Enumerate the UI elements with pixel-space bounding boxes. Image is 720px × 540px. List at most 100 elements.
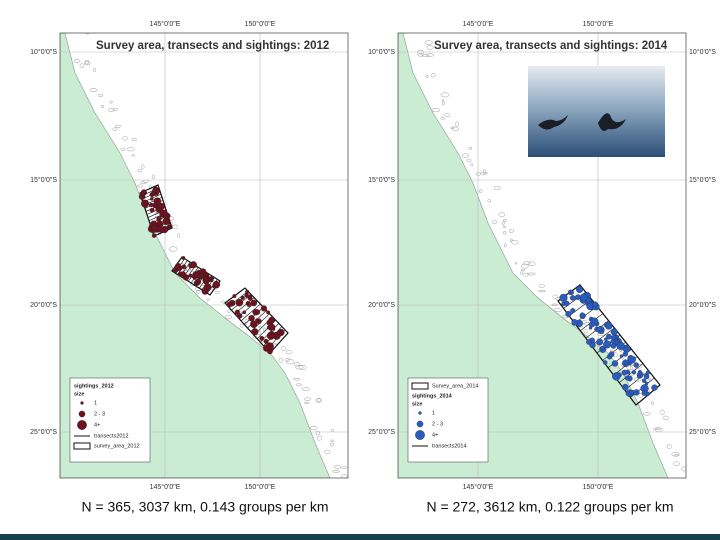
map-panel: Survey area, transects and sightings: 20… bbox=[30, 20, 349, 491]
sighting bbox=[586, 339, 592, 345]
sighting bbox=[155, 192, 159, 196]
sighting bbox=[209, 278, 214, 283]
reef bbox=[324, 449, 331, 454]
reef bbox=[196, 289, 201, 294]
legend-symbol bbox=[80, 401, 84, 405]
reef bbox=[426, 44, 434, 50]
reef bbox=[442, 101, 445, 106]
sighting bbox=[150, 197, 154, 201]
reef bbox=[113, 107, 118, 112]
reef bbox=[295, 364, 304, 370]
sighting bbox=[246, 302, 252, 307]
reef bbox=[651, 401, 654, 405]
sighting bbox=[622, 351, 629, 357]
sighting bbox=[592, 301, 598, 308]
reef bbox=[425, 75, 429, 79]
sighting bbox=[610, 343, 617, 349]
sighting bbox=[157, 202, 165, 211]
legend-box bbox=[69, 377, 151, 463]
lat-label: 15°0'0"S bbox=[368, 176, 395, 184]
sighting bbox=[156, 216, 162, 222]
reef bbox=[177, 233, 181, 239]
sighting bbox=[645, 370, 651, 375]
sighting bbox=[151, 224, 159, 232]
sighting bbox=[569, 295, 576, 301]
sighting bbox=[651, 384, 658, 391]
reef bbox=[510, 238, 513, 242]
reef bbox=[483, 169, 486, 175]
lon-label: 145°0'0"E bbox=[463, 483, 494, 491]
transect bbox=[619, 363, 644, 383]
legend-symbol bbox=[416, 420, 424, 428]
sighting bbox=[641, 390, 648, 396]
sighting bbox=[564, 300, 570, 307]
sighting bbox=[180, 271, 186, 277]
transect bbox=[591, 327, 615, 346]
reef bbox=[498, 212, 506, 217]
reef bbox=[293, 362, 301, 367]
reef bbox=[239, 323, 244, 328]
caption: N = 365, 3037 km, 0.143 groups per km bbox=[81, 499, 328, 515]
reef bbox=[527, 261, 536, 267]
sighting bbox=[569, 290, 574, 295]
reef bbox=[122, 136, 128, 141]
lon-label: 145°0'0"E bbox=[150, 483, 181, 491]
sighting bbox=[571, 319, 578, 326]
survey-area bbox=[557, 284, 661, 406]
sighting bbox=[576, 286, 584, 294]
map-title: Survey area, transects and sightings: 20… bbox=[434, 40, 668, 52]
sighting bbox=[140, 189, 147, 196]
reef bbox=[451, 126, 459, 132]
reef bbox=[421, 54, 430, 58]
sighting bbox=[197, 273, 203, 279]
reef bbox=[126, 147, 135, 152]
sighting bbox=[268, 316, 276, 324]
sighting bbox=[643, 373, 650, 380]
reef bbox=[186, 267, 191, 272]
sighting bbox=[235, 298, 244, 307]
sighting bbox=[269, 330, 275, 337]
reef bbox=[97, 94, 103, 97]
sighting bbox=[579, 312, 585, 318]
sighting bbox=[141, 199, 150, 208]
sighting bbox=[619, 354, 624, 358]
whale-tail bbox=[538, 115, 568, 130]
reef bbox=[293, 378, 301, 381]
lat-label: 20°0'0"S bbox=[30, 301, 57, 309]
reef bbox=[509, 229, 514, 233]
reef bbox=[643, 412, 651, 416]
reef bbox=[440, 117, 446, 120]
reef bbox=[131, 138, 137, 141]
legend-label: transects2014 bbox=[432, 443, 467, 449]
sighting bbox=[212, 280, 221, 289]
reef bbox=[285, 350, 293, 355]
legend-symbol bbox=[78, 410, 86, 418]
reef bbox=[671, 452, 680, 457]
reef bbox=[431, 108, 440, 113]
legend-area-swatch bbox=[411, 382, 429, 390]
map-frame bbox=[397, 32, 687, 479]
reef bbox=[479, 172, 488, 175]
legend-label: 4+ bbox=[432, 432, 438, 438]
lon-label: 145°0'0"E bbox=[463, 20, 494, 28]
sighting bbox=[277, 328, 285, 336]
sighting bbox=[266, 310, 271, 315]
sighting bbox=[599, 329, 604, 334]
sighting bbox=[162, 217, 170, 225]
reef bbox=[315, 430, 321, 436]
sighting bbox=[637, 374, 642, 379]
reef bbox=[140, 181, 147, 185]
sighting bbox=[153, 197, 162, 206]
lat-label: 15°0'0"S bbox=[30, 176, 57, 184]
footer-bar bbox=[0, 534, 720, 540]
legend-symbol bbox=[418, 411, 422, 415]
lon-label: 150°0'0"E bbox=[583, 483, 614, 491]
sighting bbox=[641, 378, 647, 383]
reef bbox=[137, 168, 143, 173]
sighting bbox=[153, 185, 158, 191]
reef bbox=[172, 224, 179, 229]
sighting bbox=[159, 209, 168, 218]
reef bbox=[84, 61, 91, 66]
